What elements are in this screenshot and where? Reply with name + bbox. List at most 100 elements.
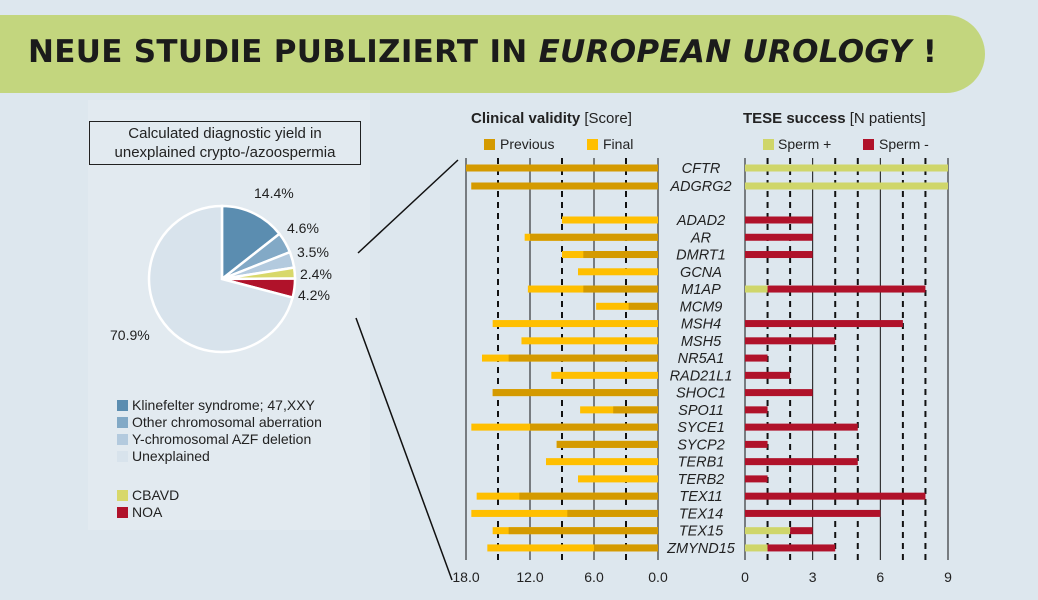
legend-swatch bbox=[117, 416, 128, 428]
bar-previous bbox=[628, 302, 658, 310]
journal-name: EUROPEAN UROLOGY bbox=[538, 34, 912, 70]
bar-final bbox=[578, 475, 658, 483]
gene-label: GCNA bbox=[680, 265, 722, 281]
bar-sperm-neg bbox=[745, 492, 926, 500]
gene-label: TERB2 bbox=[678, 472, 725, 488]
bar-sperm-neg bbox=[745, 233, 813, 241]
connector-line bbox=[355, 317, 453, 581]
bar-sperm-pos bbox=[745, 285, 768, 293]
pie-label: 70.9% bbox=[110, 327, 150, 343]
bar-final bbox=[492, 320, 658, 328]
gene-label: MSH5 bbox=[681, 334, 722, 350]
bar-sperm-neg bbox=[745, 440, 768, 448]
legend-label-sperm-pos: Sperm + bbox=[778, 136, 831, 152]
bar-sperm-neg bbox=[745, 406, 768, 414]
legend-swatch bbox=[117, 450, 128, 462]
bar-final bbox=[578, 268, 658, 276]
bar-sperm-neg bbox=[745, 216, 813, 224]
gene-label: MCM9 bbox=[680, 299, 723, 315]
legend-swatch-sperm-neg bbox=[863, 139, 874, 150]
bar-previous bbox=[508, 527, 658, 535]
legend-item: Klinefelter syndrome; 47,XXY bbox=[117, 397, 315, 413]
bar-final bbox=[562, 216, 658, 224]
gene-label: TERB1 bbox=[678, 455, 725, 471]
gene-label: CFTR bbox=[682, 161, 721, 177]
gene-label: RAD21L1 bbox=[670, 368, 733, 384]
bar-sperm-neg bbox=[745, 354, 768, 362]
bar-final bbox=[487, 544, 658, 552]
legend-item: Y-chromosomal AZF deletion bbox=[117, 431, 311, 447]
legend-swatch bbox=[117, 489, 128, 501]
bar-sperm-neg bbox=[767, 544, 836, 552]
bar-final bbox=[546, 458, 658, 466]
bar-sperm-neg bbox=[745, 251, 813, 259]
bar-final bbox=[471, 509, 658, 517]
pie-slice bbox=[220, 204, 282, 282]
bar-previous bbox=[530, 233, 658, 241]
pie-label: 2.4% bbox=[300, 266, 332, 282]
pie-label: 14.4% bbox=[254, 185, 294, 201]
bar-sperm-neg bbox=[745, 371, 791, 379]
bar-sperm-neg bbox=[745, 389, 813, 397]
legend-label: NOA bbox=[132, 504, 163, 520]
legend-label: Klinefelter syndrome; 47,XXY bbox=[132, 397, 315, 413]
bar-sperm-pos bbox=[745, 527, 791, 535]
bar-previous bbox=[530, 423, 658, 431]
legend-swatch bbox=[117, 506, 128, 518]
bar-final bbox=[596, 302, 658, 310]
x-tick-label: 3 bbox=[809, 569, 817, 585]
bar-sperm-neg bbox=[745, 423, 858, 431]
bar-previous bbox=[594, 544, 658, 552]
legend-label: Other chromosomal aberration bbox=[132, 414, 322, 430]
gene-label: ZMYND15 bbox=[666, 541, 736, 557]
x-tick-label: 12.0 bbox=[516, 569, 543, 585]
bar-sperm-neg bbox=[745, 458, 858, 466]
x-tick-label: 0 bbox=[741, 569, 749, 585]
gene-label: TEX15 bbox=[679, 524, 724, 540]
headline-banner bbox=[0, 15, 985, 93]
pie-label: 3.5% bbox=[297, 244, 329, 260]
legend-swatch bbox=[117, 399, 128, 411]
gene-label: TEX14 bbox=[679, 506, 723, 522]
gene-label: TEX11 bbox=[679, 489, 722, 505]
bar-sperm-neg bbox=[790, 527, 813, 535]
gene-label: ADAD2 bbox=[676, 213, 725, 229]
clinical-validity-title: Clinical validity [Score] bbox=[471, 110, 632, 127]
headline-title: NEUE STUDIE PUBLIZIERT IN EUROPEAN UROLO… bbox=[28, 34, 938, 70]
x-tick-label: 0.0 bbox=[648, 569, 668, 585]
x-tick-label: 18.0 bbox=[452, 569, 479, 585]
x-tick-label: 6 bbox=[876, 569, 884, 585]
pie-slice bbox=[147, 204, 295, 354]
legend-item: Unexplained bbox=[117, 448, 210, 464]
bar-final bbox=[551, 371, 658, 379]
x-tick-label: 9 bbox=[944, 569, 952, 585]
gene-label: SPO11 bbox=[678, 403, 724, 419]
legend-swatch bbox=[117, 433, 128, 445]
gene-label: SYCE1 bbox=[677, 420, 725, 436]
bar-sperm-neg bbox=[745, 475, 768, 483]
legend-item: CBAVD bbox=[117, 487, 179, 503]
gene-label: MSH4 bbox=[681, 317, 721, 333]
bar-sperm-pos bbox=[745, 164, 948, 172]
legend-swatch-previous bbox=[484, 139, 495, 150]
pie-label: 4.2% bbox=[298, 287, 330, 303]
bar-final bbox=[521, 337, 658, 345]
bar-previous bbox=[471, 182, 658, 190]
legend-swatch-sperm-pos bbox=[763, 139, 774, 150]
legend-swatch-final bbox=[587, 139, 598, 150]
gene-label: ADGRG2 bbox=[669, 179, 731, 195]
bar-previous bbox=[583, 251, 658, 259]
gene-label: NR5A1 bbox=[678, 351, 725, 367]
bar-sperm-neg bbox=[745, 320, 903, 328]
bar-sperm-neg bbox=[745, 509, 881, 517]
gene-label: DMRT1 bbox=[676, 248, 726, 264]
legend-item: Other chromosomal aberration bbox=[117, 414, 322, 430]
bar-sperm-pos bbox=[745, 544, 768, 552]
gene-label: SYCP2 bbox=[677, 437, 725, 453]
pie-label: 4.6% bbox=[287, 220, 319, 236]
gene-label: SHOC1 bbox=[676, 386, 726, 402]
legend-label-final: Final bbox=[603, 136, 633, 152]
gene-label: M1AP bbox=[681, 282, 721, 298]
legend-label-previous: Previous bbox=[500, 136, 554, 152]
